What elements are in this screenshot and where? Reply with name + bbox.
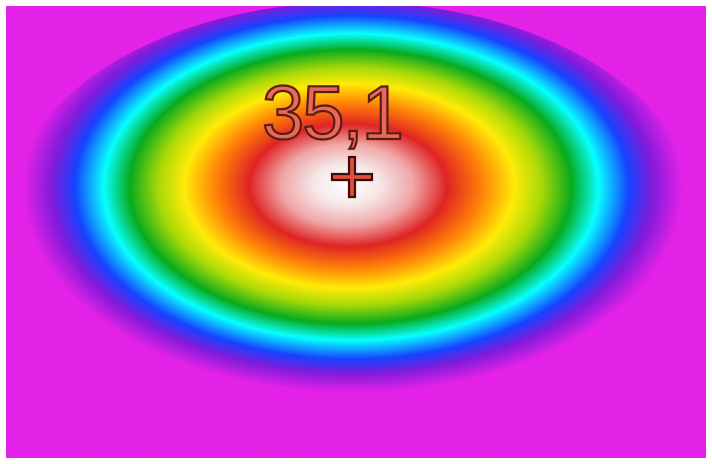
thermal-heatmap (6, 6, 706, 458)
sensor-noise (6, 6, 706, 458)
crosshair-icon (330, 155, 374, 199)
thermal-image (6, 6, 706, 458)
temperature-readout: 35,1 (261, 71, 405, 156)
